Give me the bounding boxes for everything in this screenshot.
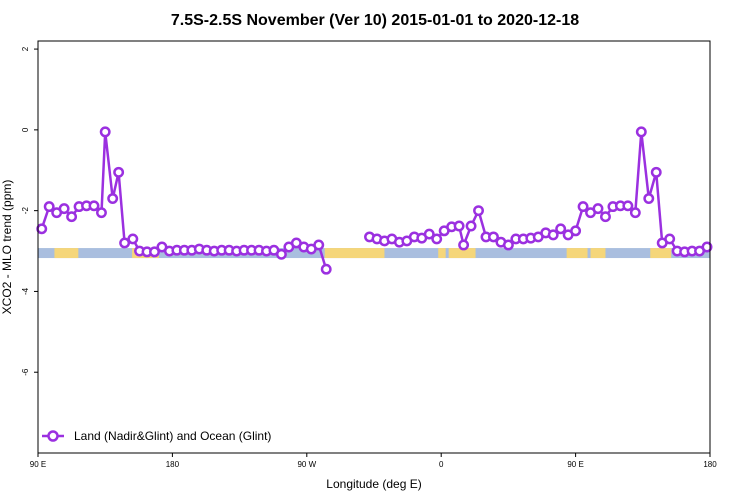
x-tick-label: 90 E	[567, 460, 583, 469]
data-point	[635, 126, 647, 138]
data-point	[502, 239, 514, 251]
x-tick-label: 90 E	[30, 460, 46, 469]
data-point	[547, 229, 559, 241]
data-point	[119, 237, 131, 249]
data-point	[431, 233, 443, 245]
y-axis-label: XCO2 - MLO trend (ppm)	[0, 180, 14, 315]
data-point	[43, 201, 55, 213]
y-tick-label: 0	[21, 127, 30, 132]
data-point	[423, 228, 435, 240]
land-band	[54, 248, 79, 259]
data-point	[465, 220, 477, 232]
data-point	[88, 200, 100, 212]
x-tick-label: 180	[166, 460, 180, 469]
data-point	[149, 246, 160, 258]
y-tick-label: 2	[21, 46, 30, 51]
land-band	[590, 248, 606, 259]
data-point	[650, 166, 662, 178]
data-point	[701, 241, 713, 253]
legend-point-marker	[47, 430, 59, 442]
y-tick-label: -6	[21, 368, 30, 376]
data-point	[275, 248, 287, 260]
data-point	[66, 211, 78, 223]
land-band	[448, 248, 476, 259]
y-tick-label: -4	[21, 287, 30, 295]
plot-frame	[37, 40, 711, 454]
y-tick-label: -2	[21, 207, 30, 215]
land-band	[650, 248, 672, 259]
data-point	[58, 203, 70, 215]
legend: Land (Nadir&Glint) and Ocean (Glint)	[42, 429, 271, 443]
data-point	[127, 233, 139, 245]
data-point	[643, 193, 655, 204]
series-layer	[36, 126, 713, 275]
chart-title: 7.5S-2.5S November (Ver 10) 2015-01-01 t…	[171, 12, 579, 29]
x-axis: 90 E 180 90 W 0 90 E 180	[30, 453, 717, 469]
data-point	[577, 201, 589, 213]
data-point	[600, 211, 611, 223]
data-point	[453, 220, 465, 232]
data-point	[664, 233, 676, 245]
data-point	[570, 225, 582, 237]
data-point	[113, 166, 125, 178]
data-point	[555, 223, 567, 235]
land-band	[438, 248, 446, 259]
data-point	[592, 203, 604, 215]
data-point	[473, 205, 484, 217]
data-point	[320, 263, 332, 275]
data-point	[107, 193, 119, 204]
x-tick-label: 0	[439, 460, 444, 469]
x-tick-label: 180	[703, 460, 717, 469]
y-axis: 2 0 -2 -4 -6	[21, 46, 38, 376]
data-point	[458, 239, 470, 251]
legend-label: Land (Nadir&Glint) and Ocean (Glint)	[74, 429, 271, 443]
data-point	[313, 239, 325, 251]
x-axis-label: Longitude (deg E)	[326, 477, 421, 491]
data-point	[99, 126, 111, 138]
data-point	[96, 207, 107, 219]
land-band	[566, 248, 588, 259]
x-tick-label: 90 W	[297, 460, 316, 469]
data-point	[622, 200, 634, 212]
data-point	[36, 223, 48, 235]
data-point	[488, 231, 499, 243]
land-band	[324, 248, 385, 259]
data-point	[629, 207, 641, 219]
